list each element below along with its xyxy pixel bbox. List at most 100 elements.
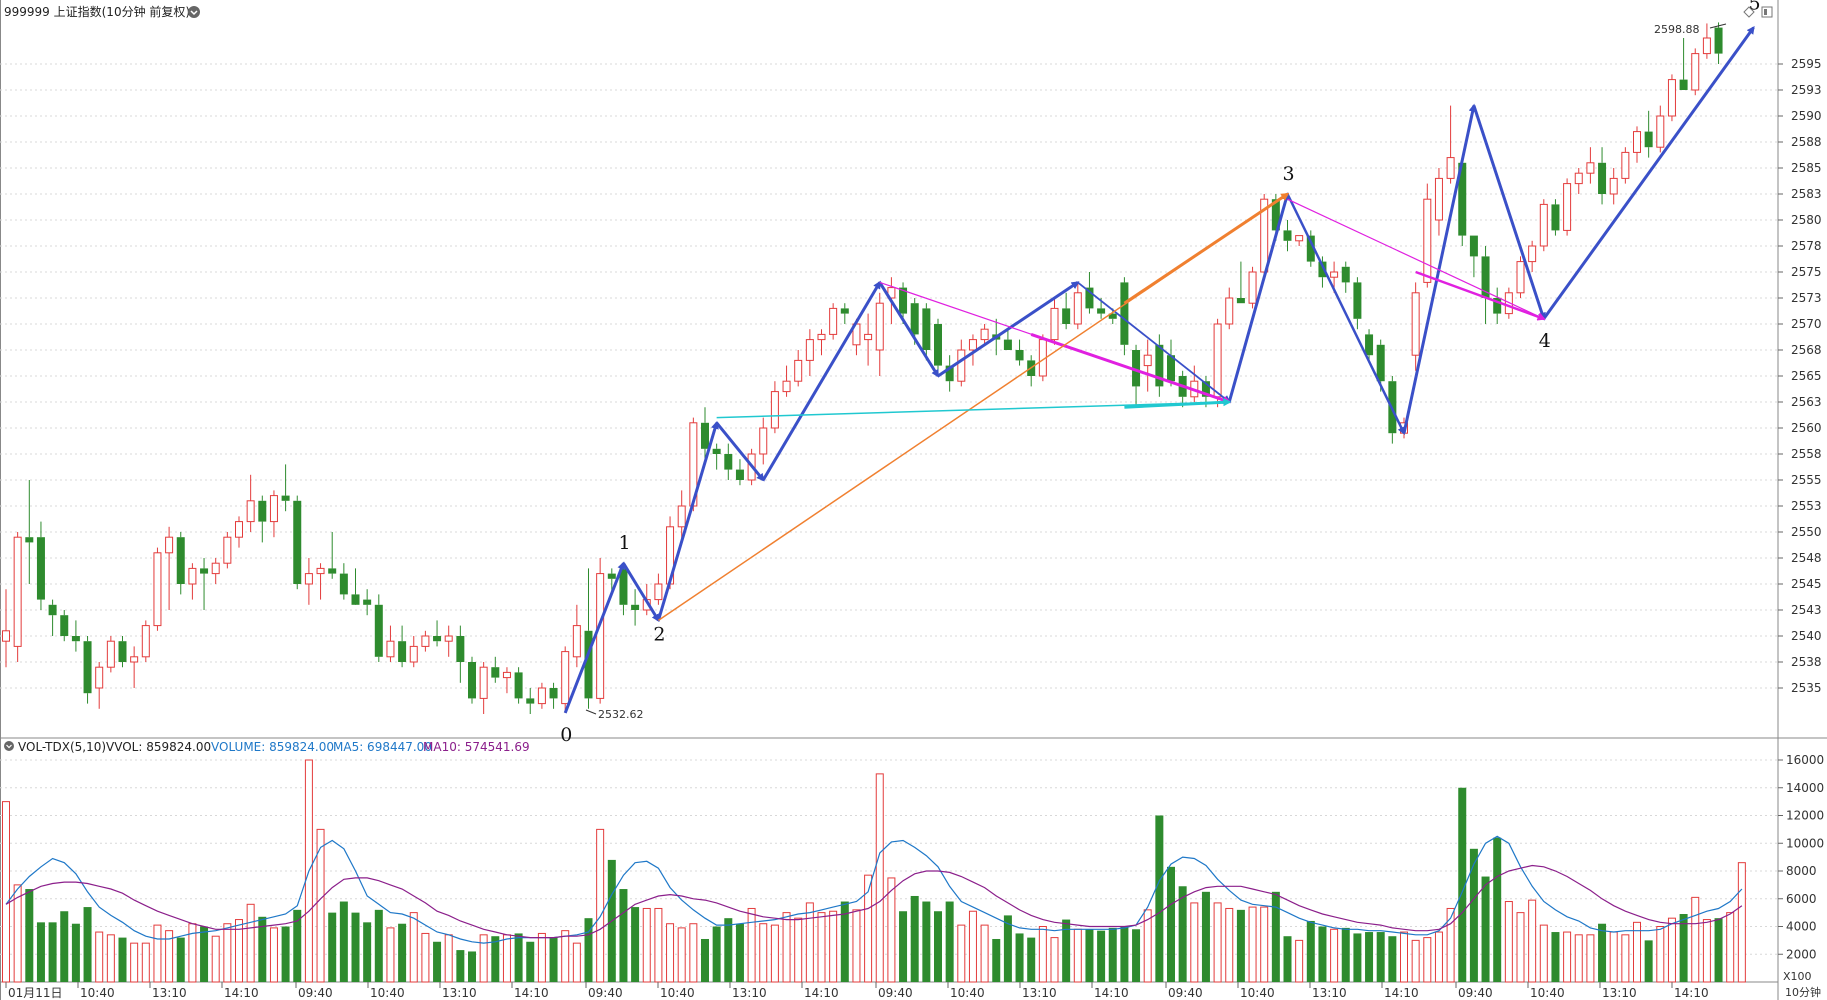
price-tick-label: 2535 [1791,681,1822,695]
candle-body-down [339,573,348,595]
wave-label-2: 2 [653,623,665,645]
time-tick-label: 09:40 [1168,986,1203,1000]
candle-body-up [188,567,197,585]
volume-bar-down [60,911,69,982]
volume-bar-down [735,923,744,982]
candle [712,443,721,470]
volume-bar-up [1528,899,1537,983]
volume-tick-label: 14000 [1786,781,1824,795]
volume-bar-down [1714,918,1723,982]
candle [106,636,115,673]
candle-body-down [1376,344,1385,382]
candle [1143,339,1152,392]
candle-body-down [1132,350,1141,387]
ma5-value: MA5: 698447.00 [333,740,432,754]
wave-label-1: 1 [618,532,630,554]
period-label[interactable]: 10分钟 [1785,985,1821,999]
volume-bar-down [1493,837,1502,982]
volume-bar-down [992,938,1001,982]
candle-body-down [1015,350,1024,361]
candle [1411,282,1420,371]
volume-bar-down [293,909,302,982]
candle-body-down [1598,162,1607,194]
candle [1656,105,1665,153]
price-tick-label: 2565 [1791,369,1822,383]
wave-segment-0-1 [563,561,626,714]
candle-body-up [95,666,104,689]
volume-value: VOLUME: 859824.00 [211,740,334,754]
candle-body-up [817,333,826,341]
candle-body-up [1330,271,1339,278]
wave-label-3: 3 [1283,163,1295,185]
magenta-line [1287,198,1546,320]
price-tick-label: 2583 [1791,187,1822,201]
candle-body-down [1481,256,1490,298]
candle [2,589,10,668]
candle-body-up [875,302,884,351]
volume-bar-down [48,922,57,982]
volume-bar-up [1691,896,1700,983]
volume-bar-up [642,907,651,983]
low-pointer [585,709,597,715]
candle [957,339,966,387]
ma10-line [5,864,1743,939]
candle [269,490,278,538]
candle [1132,344,1141,408]
volume-bar-down [1120,926,1129,982]
candle [130,646,139,688]
volume-bar-up [770,924,779,983]
circle-chevron-down-icon[interactable] [4,741,14,751]
candle-body-down [351,594,360,605]
price-tick-label: 2590 [1791,109,1822,123]
candle-body-up [1539,203,1548,247]
volume-bar-up [1726,912,1735,983]
candle-body-up [1423,198,1432,283]
candle-body-up [1621,151,1630,179]
volume-bar-down [1644,940,1653,982]
candle-body-down [1283,230,1292,241]
candle-body-down [1108,313,1117,319]
volume-bar-down [1376,932,1385,982]
candle-body-up [677,505,686,528]
volume-bar-down [1551,932,1560,982]
candle-body-down [701,422,709,449]
candle-body-down [398,641,407,662]
candle [141,620,150,662]
volume-bar-up [421,932,430,983]
candle [1481,246,1490,324]
volume-bar-up [887,877,896,983]
candle-body-up [770,391,779,429]
candle [1551,199,1560,236]
candle [281,464,290,512]
volume-bar-down [491,936,500,982]
volume-bar-down [176,937,185,982]
volume-bar-up [957,924,966,983]
candle [176,532,185,595]
candle-body-up [141,625,150,658]
price-tick-label: 2558 [1791,447,1822,461]
volume-bar-up [502,934,511,983]
price-tick-label: 2560 [1791,421,1822,435]
time-tick-label: 13:10 [1602,986,1637,1000]
candle-body-down [945,365,954,382]
volume-bar-down [71,923,80,982]
wave-annotations: 0 1 2 3 4 5 [560,0,1760,746]
candle [770,381,779,434]
candle-body-up [782,380,791,393]
price-tick-label: 2553 [1791,499,1822,513]
circle-chevron-down-icon[interactable] [188,6,200,18]
diamond-icon[interactable] [1743,6,1755,18]
candle [1609,168,1618,205]
candle [153,547,162,631]
volume-bar-up [1539,924,1548,983]
panel-toggle-icon[interactable] [1761,6,1773,18]
time-tick-label: 09:40 [298,986,333,1000]
candle [1621,147,1630,184]
candle-body-up [1656,115,1665,148]
candle-body-up [211,562,220,575]
volume-bar-down [1108,927,1117,982]
candle-body-up [409,645,418,663]
candle [1469,235,1478,278]
volume-bar-down [934,911,942,982]
